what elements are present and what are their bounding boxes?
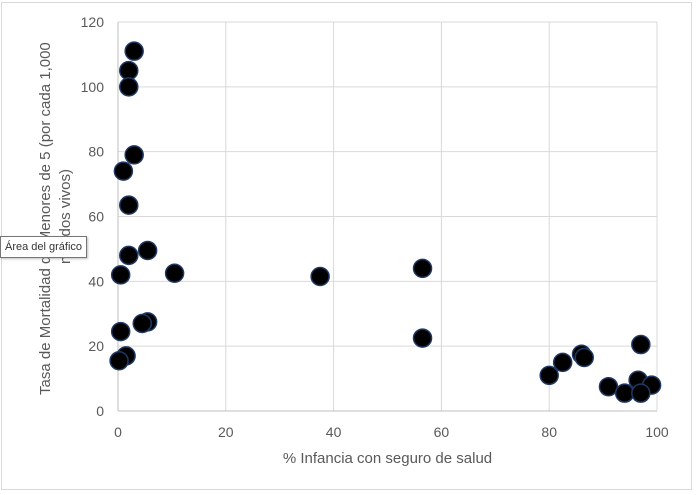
data-point[interactable] (110, 321, 131, 342)
data-point[interactable] (598, 376, 619, 397)
gridlines (118, 21, 658, 411)
data-point[interactable] (119, 245, 139, 266)
data-point[interactable] (412, 328, 433, 348)
y-tick-label: 120 (81, 14, 105, 30)
chart-area[interactable] (1, 2, 692, 490)
data-point[interactable] (119, 195, 139, 215)
data-point[interactable] (137, 240, 158, 261)
data-point[interactable] (412, 258, 433, 279)
y-tick-label: 80 (88, 144, 104, 160)
x-tick-label: 80 (541, 424, 557, 440)
data-points (109, 41, 662, 403)
x-tick-label: 60 (434, 424, 450, 440)
y-tick-label: 100 (81, 79, 105, 95)
x-tick-label: 0 (114, 424, 122, 440)
data-point[interactable] (113, 161, 134, 181)
y-axis-title: Tasa de Mortalidad de Menores de 5 (por … (37, 38, 74, 395)
x-tick-label: 20 (218, 424, 234, 440)
y-tick-label: 60 (88, 209, 104, 225)
data-point[interactable] (574, 347, 594, 368)
axes (117, 22, 657, 412)
data-point[interactable] (631, 383, 651, 403)
data-point[interactable] (164, 263, 185, 283)
data-point[interactable] (124, 145, 144, 165)
data-point[interactable] (119, 60, 139, 81)
y-tick-label: 20 (88, 338, 104, 354)
data-point[interactable] (119, 77, 139, 97)
y-axis-title-line-1: Tasa de Mortalidad de Menores de 5 (por … (37, 42, 54, 395)
y-tick-label: 40 (88, 273, 104, 289)
x-axis-title: % Infancia con seguro de salud (283, 450, 492, 467)
data-point[interactable] (109, 351, 129, 371)
data-point[interactable] (132, 313, 153, 334)
chart-area-tooltip: Área del gráfico (0, 236, 88, 258)
x-tick-label: 40 (326, 424, 342, 440)
tick-labels: 0 20 40 60 80 100 120 0 20 40 60 80 100 (81, 14, 669, 440)
x-tick-label: 100 (645, 424, 669, 440)
y-tick-label: 0 (96, 403, 104, 419)
data-point[interactable] (552, 352, 573, 373)
data-point[interactable] (124, 41, 144, 61)
data-point[interactable] (614, 383, 635, 403)
data-point[interactable] (110, 265, 131, 285)
data-point[interactable] (631, 334, 651, 355)
data-point[interactable] (310, 266, 330, 287)
data-point[interactable] (539, 365, 559, 386)
